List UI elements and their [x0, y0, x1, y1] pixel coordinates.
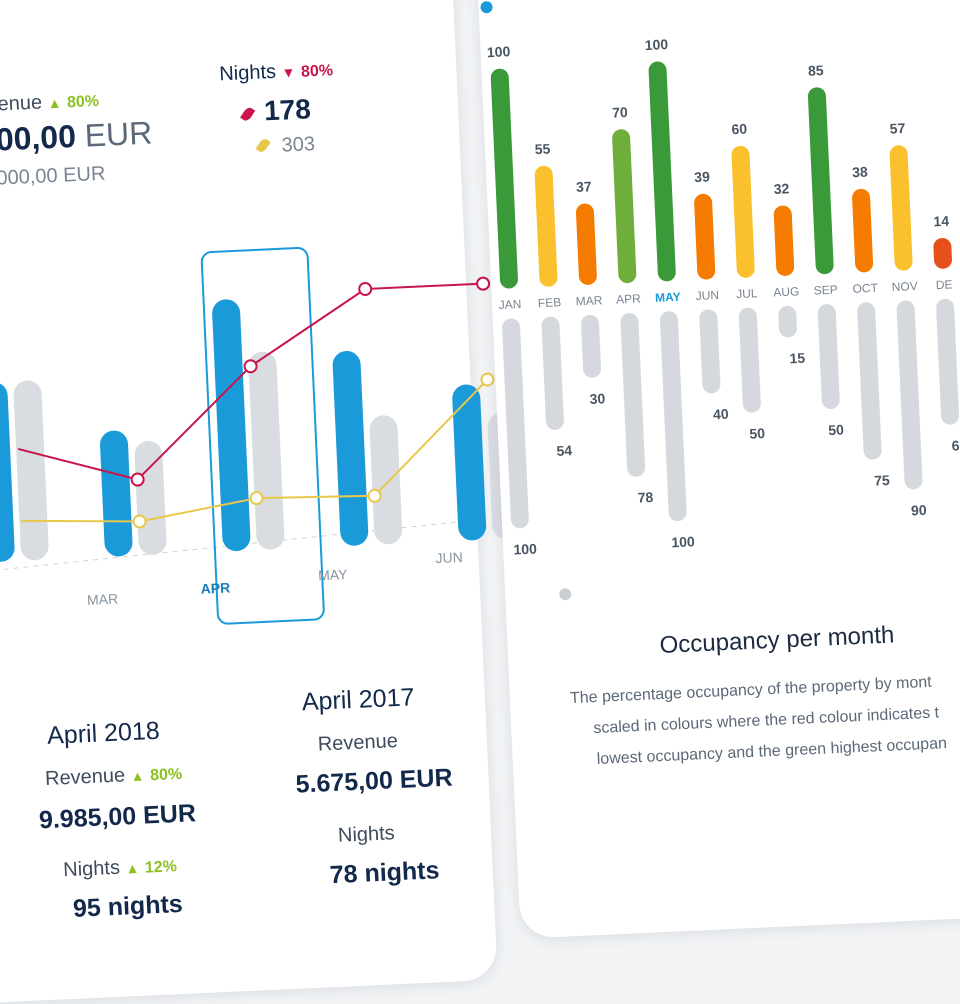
month-label-may: MAY	[655, 290, 681, 305]
nights-previous-point	[367, 488, 382, 503]
occupancy-lower-value-aug: 15	[789, 350, 805, 367]
occupancy-value-jun: 39	[694, 168, 710, 185]
occupancy-value-may: 100	[644, 36, 668, 53]
occupancy-bar-jul	[731, 145, 755, 278]
legend-dot-top	[480, 1, 493, 14]
month-label-aug: AUG	[773, 284, 800, 299]
occupancy-lower-bar-jul	[738, 307, 761, 413]
bar-current-mar	[100, 430, 133, 557]
bar-current-apr	[212, 299, 251, 552]
month-label-feb: FEB	[538, 295, 562, 310]
occupancy-lower-value-may: 100	[671, 533, 695, 550]
month-label-nov: NOV	[891, 279, 918, 294]
occupancy-lower-value-feb: 54	[556, 442, 572, 459]
occupancy-bar-jun	[694, 193, 716, 280]
occupancy-value-jan: 100	[487, 43, 511, 60]
occupancy-chart: 100 JAN 100 55 FEB 54 37 MAR 30 70 APR 78 100 MAY 100 3…	[480, 1, 960, 601]
occupancy-lower-bar-apr	[620, 313, 646, 477]
occupancy-value-feb: 55	[534, 140, 550, 157]
occupancy-value-aug: 32	[773, 180, 789, 197]
occupancy-bar-aug	[773, 205, 795, 276]
occupancy-value-dec: 14	[933, 213, 949, 230]
occupancy-lower-bar-feb	[541, 316, 564, 430]
month-label-jan: JAN	[498, 297, 521, 312]
occupancy-lower-bar-may	[659, 311, 687, 522]
occupancy-lower-value-nov: 90	[911, 502, 927, 519]
occupancy-bar-feb	[534, 165, 558, 287]
occupancy-bar-mar	[575, 203, 597, 285]
occupancy-lower-bar-dec	[936, 298, 960, 425]
nights-previous-point	[132, 514, 147, 529]
month-label-dec: DE	[935, 277, 952, 292]
occupancy-value-mar: 37	[576, 178, 592, 195]
occupancy-bar-may	[648, 61, 676, 282]
occupancy-lower-bar-mar	[581, 314, 602, 378]
occupancy-bar-apr	[612, 129, 637, 284]
occupancy-lower-bar-jun	[699, 309, 721, 394]
occupancy-lower-bar-nov	[896, 300, 923, 490]
bar-previous-may	[369, 415, 403, 545]
occupancy-value-nov: 57	[889, 120, 905, 137]
nights-previous-point	[480, 372, 495, 387]
nights-current-point	[358, 282, 373, 297]
month-label-sep: SEP	[813, 283, 838, 298]
occupancy-lower-bar-oct	[857, 302, 882, 460]
occupancy-bar-jan	[490, 68, 518, 289]
occupancy-bar-dec	[933, 237, 952, 269]
month-label-apr: APR	[616, 292, 642, 307]
nights-previous-point	[249, 491, 264, 506]
nights-current-point	[243, 359, 258, 374]
occupancy-lower-value-jul: 50	[749, 425, 765, 442]
occupancy-lower-value-apr: 78	[637, 489, 653, 506]
occupancy-lower-bar-aug	[778, 305, 797, 338]
occupancy-bar-sep	[807, 87, 834, 275]
occupancy-lower-value-sep: 50	[828, 421, 844, 438]
bar-current-feb	[0, 381, 15, 562]
occupancy-lower-value-jan: 100	[513, 540, 537, 557]
occupancy-lower-bar-jan	[502, 318, 529, 529]
occupancy-lower-value-oct: 75	[874, 472, 890, 489]
occupancy-lower-value-jun: 40	[713, 406, 729, 423]
selected-month-frame	[200, 247, 325, 625]
month-label-oct: OCT	[852, 281, 879, 296]
month-label-jul: JUL	[736, 286, 758, 301]
bar-current-jun	[452, 384, 487, 541]
occupancy-value-sep: 85	[808, 62, 824, 79]
occupancy-lower-bar-sep	[817, 304, 840, 410]
month-label-mar: MAR	[575, 293, 603, 308]
occupancy-lower-value-dec: 60	[951, 437, 960, 454]
occupancy-value-oct: 38	[852, 163, 868, 180]
occupancy-bar-nov	[889, 145, 913, 271]
occupancy-lower-value-mar: 30	[589, 390, 605, 407]
occupancy-bar-oct	[852, 188, 874, 273]
nights-current-point	[476, 276, 491, 291]
nights-current-point	[130, 472, 145, 487]
occupancy-value-jul: 60	[731, 121, 747, 138]
occupancy-value-apr: 70	[612, 104, 628, 121]
revenue-chart	[0, 247, 521, 625]
legend-dot-bottom	[559, 588, 572, 601]
bar-previous-feb	[13, 380, 49, 561]
month-label-jun: JUN	[695, 288, 719, 303]
